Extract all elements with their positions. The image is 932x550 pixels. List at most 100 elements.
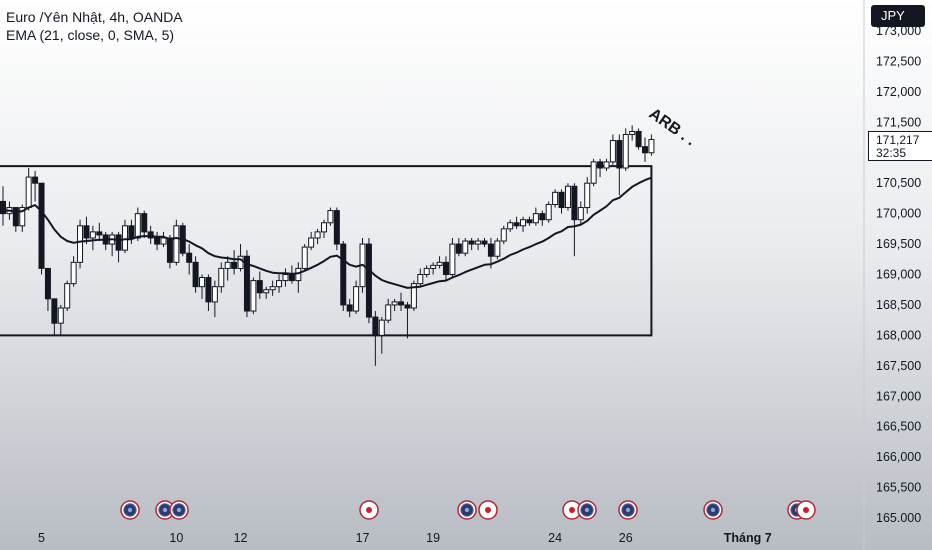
event-blue-icon[interactable] — [120, 500, 140, 520]
time-tick-label: 19 — [426, 531, 440, 545]
candle-body — [89, 231, 96, 239]
candle-body — [494, 240, 501, 257]
candle-body — [462, 240, 469, 254]
candle-body — [526, 219, 533, 224]
candle-body — [642, 146, 648, 154]
time-axis[interactable]: 5 10 12 17 19 24 26 Tháng 7 — [38, 531, 772, 545]
price-tick-label: 169,500 — [876, 237, 921, 251]
event-blue-icon[interactable] — [457, 500, 477, 520]
candle-body — [141, 213, 148, 233]
candle-body — [173, 225, 180, 263]
candle-body — [340, 243, 347, 306]
candle-body — [0, 200, 6, 215]
candle-body — [365, 243, 372, 318]
candle-body — [256, 280, 263, 294]
candle-body — [442, 261, 449, 276]
candle-body — [231, 261, 238, 269]
time-tick-label: 12 — [234, 531, 248, 545]
event-red-icon[interactable] — [796, 500, 816, 520]
time-tick-label: 26 — [619, 531, 633, 545]
candle-body — [520, 219, 527, 227]
price-tick-label: 167,500 — [876, 359, 921, 373]
candle-body — [166, 237, 173, 263]
candle-body — [436, 261, 443, 266]
candle-body — [378, 319, 385, 336]
candle-body — [250, 280, 257, 312]
candle-body — [237, 255, 244, 269]
event-markers — [120, 500, 816, 520]
candle-body — [417, 274, 424, 285]
indicator-title: EMA (21, close, 0, SMA, 5) — [6, 27, 175, 43]
symbol-title: Euro /Yên Nhật, 4h, OANDA — [6, 9, 183, 25]
candle-body — [147, 231, 154, 239]
event-blue-icon[interactable] — [169, 500, 189, 520]
candle-body — [590, 161, 597, 184]
price-tick-label: 169,000 — [876, 268, 921, 282]
event-blue-icon[interactable] — [577, 500, 597, 520]
candle-body — [186, 252, 193, 263]
candle-body — [333, 210, 340, 245]
candle-body — [584, 182, 591, 209]
candle-body — [545, 203, 552, 221]
candle-body — [481, 240, 488, 245]
price-axis[interactable]: 165.000 165,500 166,000 166,500 167,000 167,5… — [876, 24, 921, 525]
candle-body — [327, 210, 334, 224]
candle-body — [199, 277, 206, 288]
candle-body — [25, 176, 32, 209]
price-tick-label: 170,000 — [876, 207, 921, 221]
candle-body — [12, 207, 19, 227]
candle-body — [211, 286, 218, 303]
candle-body — [391, 301, 398, 306]
currency-button[interactable]: JPY — [871, 5, 925, 27]
candle-body — [597, 161, 604, 169]
candle-body — [115, 234, 122, 251]
price-tick-label: 172,000 — [876, 85, 921, 99]
candle-body — [38, 182, 45, 269]
candle-body — [487, 243, 494, 257]
candle-body — [552, 191, 559, 205]
candle-body — [44, 267, 51, 300]
candle-body — [423, 267, 430, 276]
price-tick-label: 165,500 — [876, 481, 921, 495]
candle-body — [154, 237, 161, 245]
candle-body — [57, 307, 64, 324]
candle-body — [314, 231, 321, 239]
event-blue-icon[interactable] — [618, 500, 638, 520]
bar-countdown: 32:35 — [876, 146, 907, 160]
candle-body — [192, 261, 199, 288]
event-red-icon[interactable] — [359, 500, 379, 520]
time-tick-label: 10 — [169, 531, 183, 545]
candle-body — [616, 140, 623, 169]
event-blue-icon[interactable] — [155, 500, 175, 520]
candle-body — [128, 225, 135, 239]
candle-body — [648, 139, 655, 154]
candles — [0, 125, 655, 366]
candle-body — [288, 274, 295, 282]
candle-body — [160, 237, 167, 245]
candle-body — [571, 185, 578, 221]
candle-body — [629, 130, 636, 135]
candle-body — [308, 237, 315, 248]
candle-body — [455, 243, 462, 254]
candle-body — [372, 316, 379, 336]
candle-body — [404, 304, 411, 309]
event-blue-icon[interactable] — [703, 500, 723, 520]
candle-body — [622, 133, 629, 169]
candle-body — [321, 222, 327, 233]
candle-body — [385, 304, 392, 321]
candle-body — [218, 267, 225, 288]
candle-body — [577, 207, 584, 221]
event-red-icon[interactable] — [478, 500, 498, 520]
candle-body — [532, 213, 539, 224]
price-tick-label: 165.000 — [876, 511, 921, 525]
price-tick-label: 168,000 — [876, 328, 921, 342]
price-tick-label: 166,000 — [876, 450, 921, 464]
time-tick-label: 17 — [356, 531, 370, 545]
price-tick-label: 166,500 — [876, 420, 921, 434]
candle-body — [507, 222, 514, 230]
candle-body — [603, 161, 610, 169]
price-tick-label: 171,500 — [876, 115, 921, 129]
candle-body — [51, 298, 58, 324]
candle-body — [269, 286, 276, 291]
